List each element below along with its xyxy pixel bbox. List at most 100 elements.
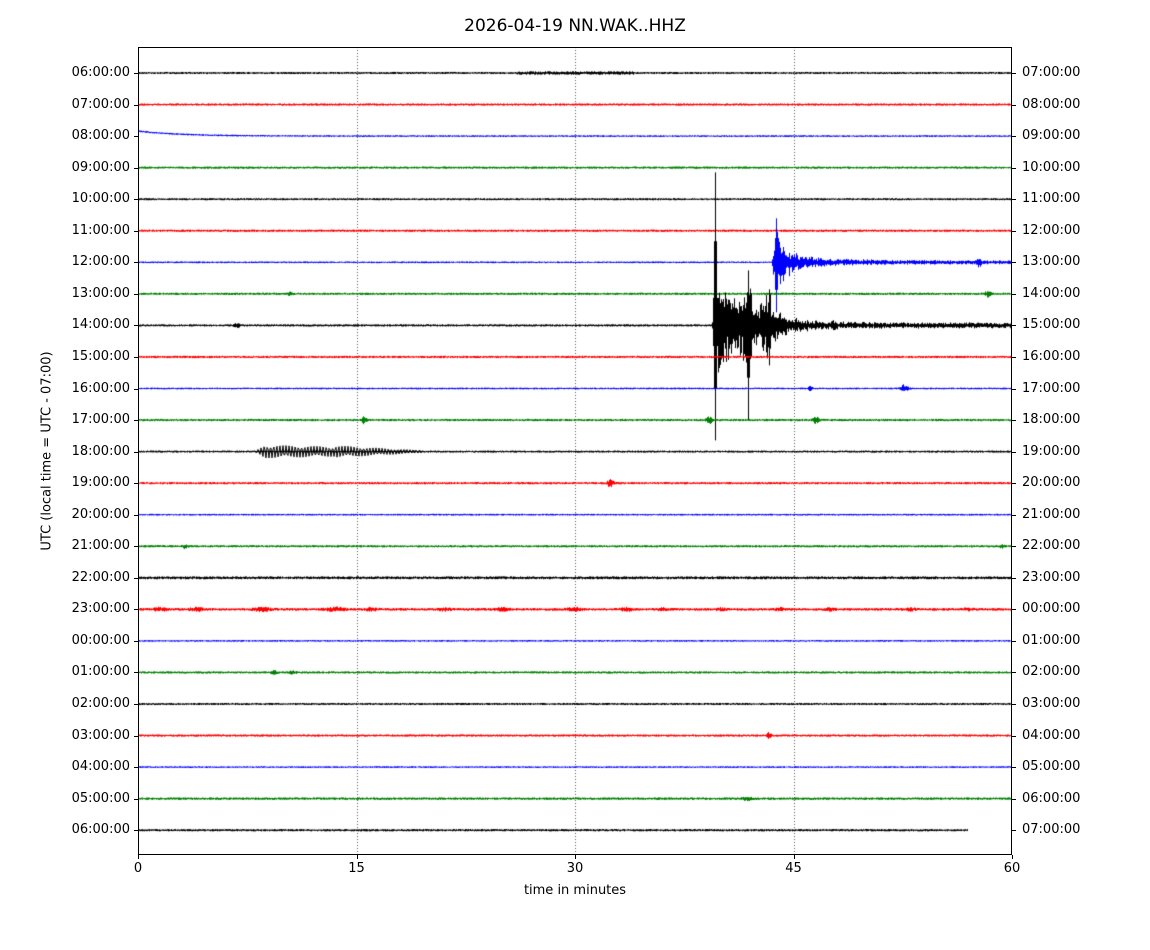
tick-mark [1012, 704, 1016, 705]
tick-mark [134, 293, 138, 295]
x-axis-label: time in minutes [523, 883, 627, 898]
local-tick-label: 04:00:00 [1022, 727, 1081, 743]
utc-tick-label: 03:00:00 [71, 727, 130, 743]
tick-mark [1012, 293, 1016, 295]
tick-mark [1012, 356, 1016, 358]
tick-mark [1012, 514, 1016, 516]
tick-mark [134, 136, 138, 138]
tick-mark [134, 356, 138, 358]
tick-mark [1012, 672, 1016, 674]
tick-mark [134, 704, 138, 705]
utc-tick-label: 09:00:00 [71, 159, 130, 175]
utc-tick-label: 00:00:00 [71, 632, 130, 648]
local-tick-label: 23:00:00 [1022, 569, 1081, 585]
tick-mark [1012, 420, 1016, 422]
tick-mark [1012, 136, 1016, 138]
tick-mark [134, 199, 138, 201]
tick-mark [134, 104, 138, 106]
tick-mark [134, 546, 138, 548]
tick-mark [1012, 735, 1016, 737]
utc-tick-label: 01:00:00 [71, 664, 130, 680]
tick-mark [134, 262, 138, 264]
utc-tick-label: 15:00:00 [71, 348, 130, 364]
seismogram-canvas [138, 47, 1012, 855]
tick-mark [134, 672, 138, 674]
local-tick-label: 10:00:00 [1022, 159, 1081, 175]
tick-mark [1012, 640, 1016, 642]
y-axis-label: UTC (local time = UTC - 07:00) [39, 351, 55, 551]
utc-tick-label: 16:00:00 [71, 380, 130, 396]
tick-mark [356, 855, 358, 859]
tick-mark [1012, 546, 1016, 548]
tick-mark [134, 483, 138, 485]
utc-tick-label: 06:00:00 [71, 65, 130, 80]
tick-mark [134, 388, 138, 390]
local-tick-label: 18:00:00 [1022, 412, 1081, 428]
local-tick-label: 06:00:00 [1022, 790, 1081, 806]
utc-tick-label: 20:00:00 [71, 506, 130, 522]
utc-tick-label: 04:00:00 [71, 759, 130, 775]
page-title: 2026-04-19 NN.WAK..HHZ [464, 16, 686, 36]
local-tick-label: 09:00:00 [1022, 128, 1081, 144]
tick-mark [134, 577, 138, 579]
local-tick-label: 03:00:00 [1022, 696, 1081, 711]
utc-tick-label: 14:00:00 [71, 317, 130, 333]
tick-mark [134, 609, 138, 611]
tick-mark [134, 767, 138, 769]
utc-tick-label: 02:00:00 [71, 696, 130, 711]
x-tick-label: 45 [785, 861, 802, 876]
tick-mark [134, 230, 138, 232]
tick-mark [1012, 104, 1016, 106]
utc-tick-label: 18:00:00 [71, 443, 130, 459]
tick-mark [1012, 577, 1016, 579]
local-tick-label: 19:00:00 [1022, 443, 1081, 459]
local-tick-label: 02:00:00 [1022, 664, 1081, 680]
tick-mark [134, 640, 138, 642]
tick-mark [138, 855, 139, 859]
tick-mark [1012, 609, 1016, 611]
utc-tick-label: 21:00:00 [71, 538, 130, 554]
utc-tick-label: 11:00:00 [71, 222, 130, 238]
utc-tick-label: 08:00:00 [71, 128, 130, 144]
tick-mark [134, 420, 138, 422]
tick-mark [134, 830, 138, 832]
utc-tick-label: 06:00:00 [71, 822, 130, 838]
tick-mark [793, 855, 795, 859]
tick-mark [1012, 830, 1016, 832]
local-tick-label: 20:00:00 [1022, 475, 1081, 491]
tick-mark [134, 325, 138, 327]
local-tick-label: 01:00:00 [1022, 632, 1081, 648]
utc-tick-label: 22:00:00 [71, 569, 130, 585]
tick-mark [1012, 855, 1013, 859]
utc-tick-label: 13:00:00 [71, 285, 130, 301]
tick-mark [1012, 325, 1016, 327]
tick-mark [134, 798, 138, 800]
local-tick-label: 13:00:00 [1022, 254, 1081, 270]
tick-mark [1012, 451, 1016, 453]
local-tick-label: 07:00:00 [1022, 822, 1081, 838]
utc-tick-label: 23:00:00 [71, 601, 130, 617]
local-tick-label: 11:00:00 [1022, 191, 1081, 207]
x-tick-label: 15 [348, 861, 365, 876]
local-tick-label: 15:00:00 [1022, 317, 1081, 333]
local-tick-label: 16:00:00 [1022, 348, 1081, 364]
tick-mark [575, 855, 576, 859]
x-tick-label: 30 [566, 861, 584, 876]
utc-tick-label: 19:00:00 [71, 475, 130, 491]
local-tick-label: 00:00:00 [1022, 601, 1081, 617]
utc-tick-label: 12:00:00 [71, 254, 130, 270]
x-tick-label: 60 [1003, 861, 1021, 876]
utc-tick-label: 10:00:00 [71, 191, 130, 207]
local-tick-label: 05:00:00 [1022, 759, 1081, 775]
utc-tick-label: 07:00:00 [71, 96, 130, 112]
utc-tick-label: 05:00:00 [71, 790, 130, 806]
local-tick-label: 17:00:00 [1022, 380, 1081, 396]
tick-mark [1012, 767, 1016, 769]
tick-mark [1012, 167, 1016, 169]
local-tick-label: 22:00:00 [1022, 538, 1081, 554]
tick-mark [134, 514, 138, 516]
tick-mark [1012, 230, 1016, 232]
local-tick-label: 21:00:00 [1022, 506, 1081, 522]
tick-mark [1012, 483, 1016, 485]
utc-tick-label: 17:00:00 [71, 412, 130, 428]
